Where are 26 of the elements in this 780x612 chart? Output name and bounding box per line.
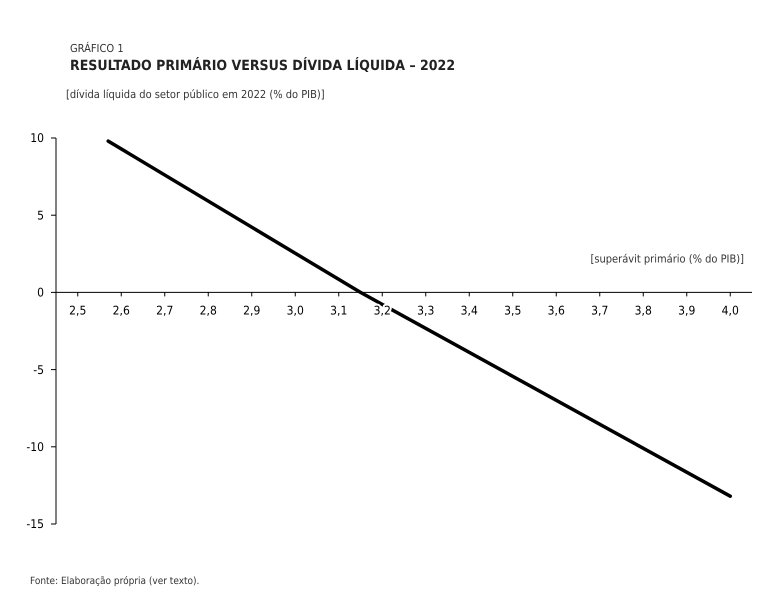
x-tick-label: 2,9: [243, 303, 260, 318]
x-tick-label: 3,1: [330, 303, 348, 318]
x-tick-label: 2,8: [200, 303, 217, 318]
x-tick-label: 2,7: [156, 303, 174, 318]
x-tick-label: 3,7: [591, 303, 608, 318]
x-tick-label: 3,3: [417, 303, 434, 318]
x-tick-label: 3,9: [678, 303, 696, 318]
y-axis-title: [dívida líquida do setor público em 2022 (% do PIB)]: [66, 88, 325, 101]
x-tick-label: 3,5: [504, 303, 522, 318]
x-tick-label: 4,0: [722, 303, 739, 318]
x-axis-title: [superávit primário (% do PIB)]: [590, 252, 744, 266]
x-tick-label: 3,6: [548, 303, 565, 318]
y-tick-label: 5: [37, 208, 44, 222]
chart-title: RESULTADO PRIMÁRIO VERSUS DÍVIDA LÍQUIDA – 2022: [70, 57, 456, 74]
chart-subtitle: GRÁFICO 1: [70, 41, 124, 55]
x-tick-label: 2,5: [69, 303, 86, 318]
x-tick-label: 3,0: [286, 303, 304, 318]
x-tick-label: 2,6: [112, 303, 130, 318]
x-tick-label: 3,8: [634, 303, 652, 318]
y-tick-label: -15: [26, 517, 44, 532]
y-tick-label: -10: [26, 440, 44, 454]
y-tick-label: 0: [37, 286, 44, 300]
source-note: Fonte: Elaboração própria (ver texto).: [30, 576, 200, 587]
y-tick-label: 10: [30, 131, 44, 146]
x-tick-label: 3,4: [460, 303, 478, 318]
y-tick-label: -5: [33, 362, 44, 377]
